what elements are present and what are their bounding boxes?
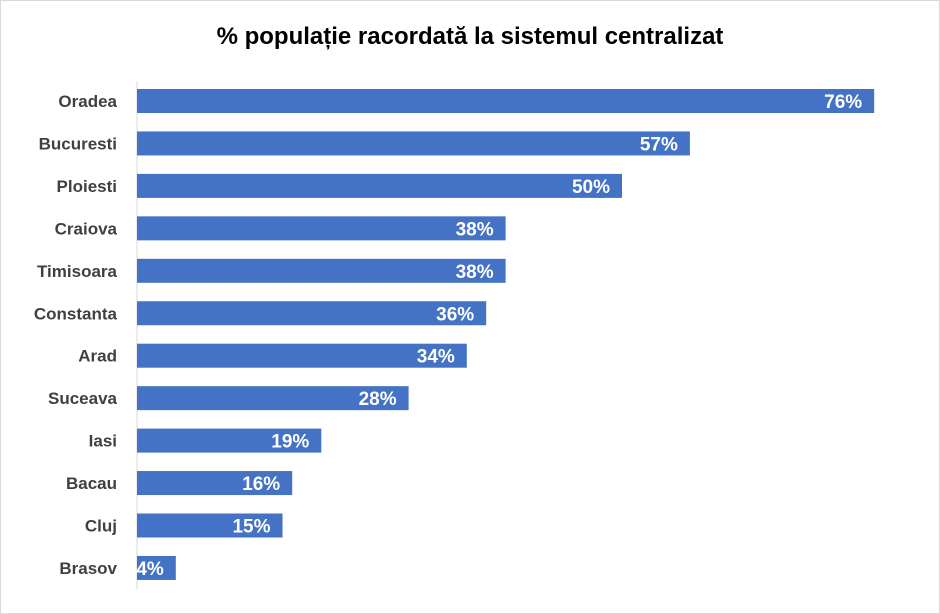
category-label: Oradea	[58, 92, 117, 111]
category-label: Timisoara	[37, 262, 118, 281]
bar-timisoara	[137, 258, 506, 283]
value-label: 38%	[456, 262, 494, 283]
bar-suceava	[137, 386, 409, 411]
bar-arad	[137, 343, 467, 368]
category-label: Craiova	[55, 219, 118, 238]
value-label: 4%	[136, 559, 164, 580]
value-label: 76%	[824, 92, 862, 113]
bar-ploiesti	[137, 173, 622, 198]
value-label: 57%	[640, 134, 678, 155]
chart-title: % populație racordată la sistemul centra…	[216, 23, 724, 50]
value-label: 50%	[572, 177, 610, 198]
value-label: 16%	[242, 474, 280, 495]
category-label: Cluj	[85, 517, 117, 536]
value-label: 19%	[271, 432, 309, 453]
value-label: 28%	[359, 389, 397, 410]
category-label: Suceava	[48, 389, 118, 408]
bar-iasi	[137, 428, 322, 453]
value-label: 34%	[417, 347, 455, 368]
bar-constanta	[137, 301, 487, 326]
category-label: Ploiesti	[57, 177, 117, 196]
value-label: 36%	[436, 304, 474, 325]
category-label: Bucuresti	[39, 134, 117, 153]
category-label: Brasov	[59, 559, 117, 578]
category-label: Iasi	[89, 432, 117, 451]
bar-brasov	[137, 555, 176, 580]
value-label: 38%	[456, 219, 494, 240]
value-label: 15%	[232, 517, 270, 538]
category-label: Bacau	[66, 474, 117, 493]
bar-oradea	[137, 89, 875, 113]
category-label: Constanta	[34, 304, 118, 323]
bar-craiova	[137, 216, 506, 241]
bar-bucuresti	[137, 131, 690, 156]
bar-bacau	[137, 471, 293, 496]
category-label: Arad	[78, 347, 117, 366]
bar-cluj	[137, 513, 283, 538]
